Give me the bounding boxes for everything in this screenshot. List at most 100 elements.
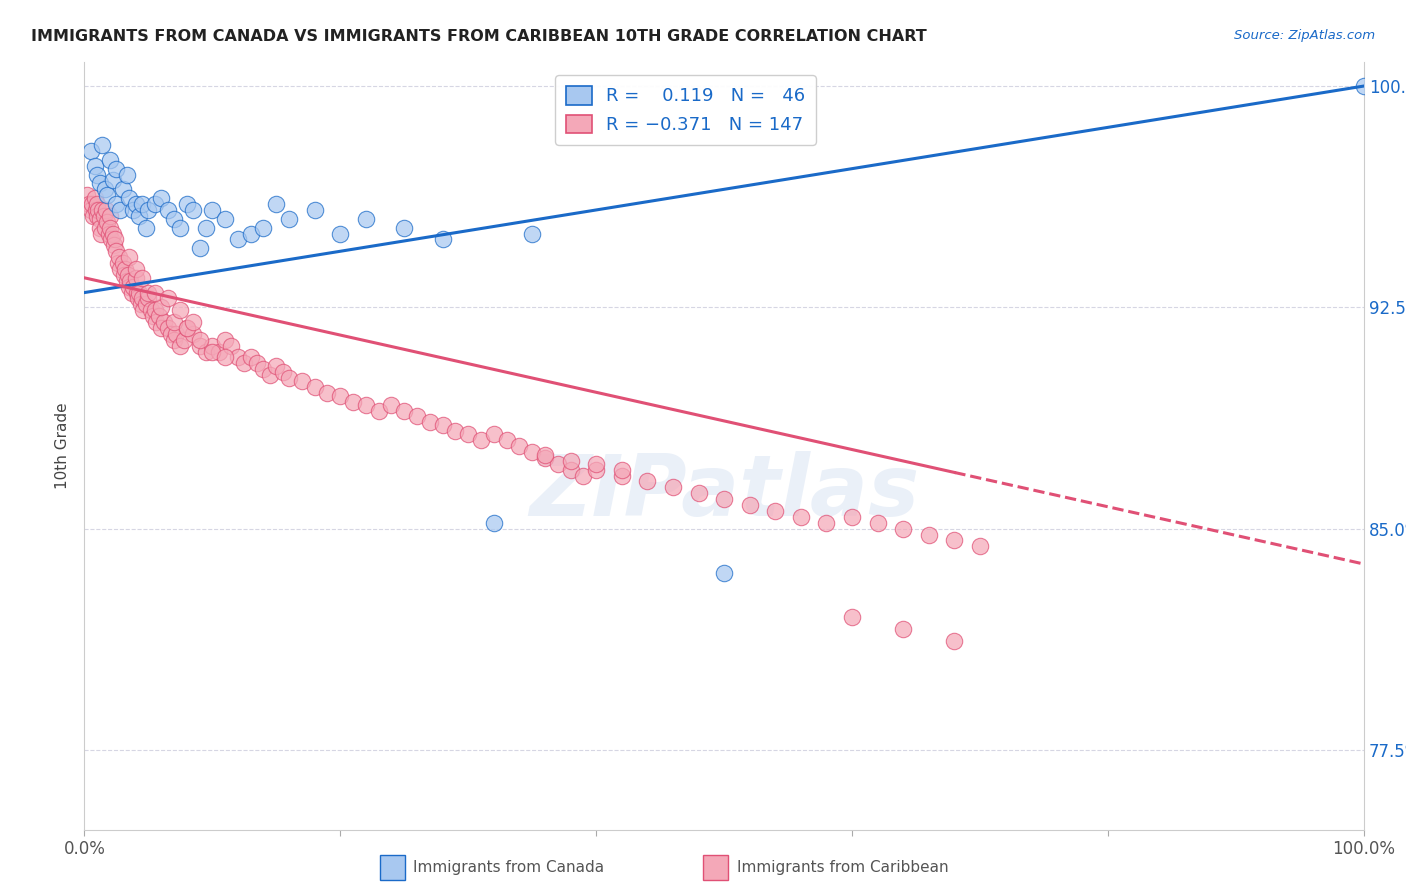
Point: [547, 457, 569, 471]
Point: [138, 292, 160, 306]
Point: [278, 211, 301, 226]
Point: [124, 270, 146, 285]
Point: [103, 238, 125, 252]
Text: ZIPatlas: ZIPatlas: [529, 450, 920, 533]
Point: [105, 161, 128, 176]
Point: [380, 398, 402, 412]
Text: Immigrants from Canada: Immigrants from Canada: [413, 861, 605, 875]
Point: [252, 362, 274, 376]
Point: [131, 270, 153, 285]
Point: [128, 285, 150, 300]
Point: [80, 144, 103, 158]
Point: [112, 268, 135, 282]
Point: [470, 433, 492, 447]
Point: [738, 498, 761, 512]
Point: [135, 220, 157, 235]
Point: [354, 211, 377, 226]
Point: [97, 227, 120, 241]
Text: Immigrants from Caribbean: Immigrants from Caribbean: [737, 861, 949, 875]
Point: [91, 202, 114, 217]
Legend: R =    0.119   N =   46, R = −0.371   N = 147: R = 0.119 N = 46, R = −0.371 N = 147: [555, 75, 815, 145]
Point: [176, 321, 198, 335]
Point: [264, 359, 288, 374]
Point: [560, 462, 582, 476]
Point: [181, 202, 204, 217]
Point: [508, 439, 530, 453]
Point: [169, 339, 191, 353]
Text: IMMIGRANTS FROM CANADA VS IMMIGRANTS FROM CARIBBEAN 10TH GRADE CORRELATION CHART: IMMIGRANTS FROM CANADA VS IMMIGRANTS FRO…: [31, 29, 927, 44]
Point: [534, 448, 557, 462]
Point: [278, 371, 301, 385]
Point: [120, 274, 142, 288]
Point: [239, 227, 262, 241]
Point: [105, 244, 128, 259]
Point: [520, 227, 543, 241]
Point: [432, 232, 454, 246]
Point: [115, 168, 138, 182]
Point: [891, 522, 914, 536]
Point: [138, 202, 160, 217]
Point: [98, 153, 121, 167]
Point: [118, 279, 141, 293]
Point: [394, 403, 416, 417]
Point: [86, 168, 108, 182]
Point: [127, 292, 149, 306]
Point: [114, 262, 136, 277]
Point: [866, 516, 889, 530]
Point: [163, 315, 186, 329]
Point: [118, 191, 141, 205]
Point: [208, 344, 231, 359]
Point: [156, 202, 179, 217]
Point: [79, 197, 101, 211]
Point: [969, 539, 991, 553]
Point: [419, 416, 441, 430]
Point: [394, 220, 416, 235]
Point: [918, 527, 941, 541]
Point: [89, 177, 111, 191]
Point: [90, 227, 112, 241]
Point: [1353, 78, 1375, 93]
Point: [89, 220, 111, 235]
Point: [841, 509, 863, 524]
Point: [495, 433, 517, 447]
Point: [891, 622, 914, 636]
Point: [329, 389, 352, 403]
Point: [160, 326, 183, 341]
Point: [80, 197, 103, 211]
Point: [610, 468, 633, 483]
Point: [304, 380, 326, 394]
Point: [943, 633, 966, 648]
Point: [233, 356, 256, 370]
Point: [131, 197, 153, 211]
Point: [214, 351, 236, 365]
Point: [354, 398, 377, 412]
Point: [121, 285, 143, 300]
Point: [96, 188, 118, 202]
Point: [194, 344, 217, 359]
Point: [108, 250, 131, 264]
Point: [82, 209, 104, 223]
Y-axis label: 10th Grade: 10th Grade: [55, 402, 70, 490]
Point: [188, 241, 211, 255]
Point: [181, 315, 204, 329]
Point: [713, 492, 735, 507]
Point: [100, 232, 122, 246]
Point: [585, 457, 607, 471]
Point: [135, 297, 157, 311]
Point: [201, 202, 224, 217]
Point: [713, 566, 735, 580]
Point: [150, 191, 173, 205]
Point: [214, 333, 236, 347]
Point: [342, 394, 364, 409]
Point: [98, 220, 121, 235]
Point: [444, 424, 467, 438]
Point: [585, 462, 607, 476]
Point: [169, 303, 191, 318]
Point: [688, 486, 710, 500]
Point: [111, 256, 134, 270]
Point: [815, 516, 838, 530]
Point: [176, 197, 198, 211]
Point: [101, 227, 124, 241]
Point: [80, 202, 103, 217]
Point: [432, 418, 454, 433]
